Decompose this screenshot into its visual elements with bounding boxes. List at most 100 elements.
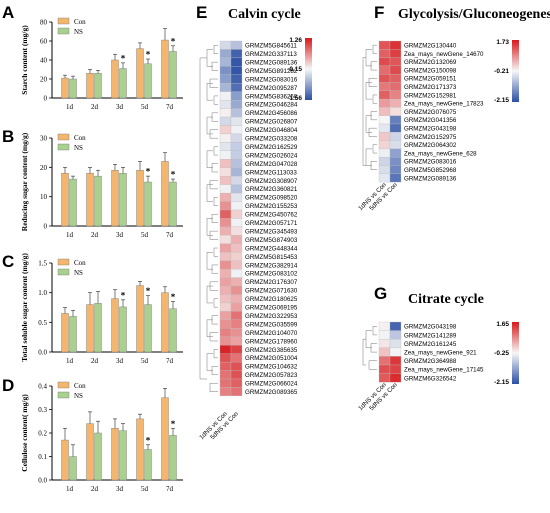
gene-label: GRMZM5G836250 [245, 93, 298, 100]
heatmap-cell [378, 115, 391, 125]
heatmap-cell [230, 209, 243, 219]
heatmap-cell [219, 311, 232, 320]
x-tick-label: 3d [116, 103, 124, 111]
heatmap-cell [389, 123, 402, 133]
x-tick-label: 7d [166, 103, 174, 111]
heatmap-cell [378, 82, 391, 91]
heatmap-cell [230, 192, 243, 202]
x-tick-label: 3d [116, 485, 124, 493]
heatmap-cell [230, 361, 243, 371]
heatmap-cell [230, 40, 243, 50]
color-scale-label: 1.73 [496, 39, 509, 46]
gene-label: GRMZM2G104632 [245, 364, 298, 371]
gene-label: GRMZM2G178960 [245, 338, 298, 345]
gene-label: Zea_mays_newGene_14670 [404, 51, 484, 58]
bar-NS-3d [119, 430, 127, 481]
row-dendrogram [362, 44, 377, 170]
heatmap-cell [219, 361, 232, 371]
heatmap-cell [378, 330, 391, 340]
bar-NS-2d [94, 73, 102, 99]
gene-label: GRMZM2G155253 [245, 203, 298, 210]
gene-label: GRMZM2G132069 [404, 59, 457, 66]
dendrogram-root [199, 57, 207, 380]
heatmap-cell [230, 201, 243, 211]
gene-label: GRMZM2G066024 [245, 381, 298, 388]
heatmap-cell [378, 132, 391, 141]
x-tick-label: 2d [91, 231, 99, 239]
panel-letter-G: G [374, 284, 387, 303]
gene-label: GRMZM2G360821 [245, 186, 298, 193]
bar-NS-3d [119, 306, 127, 353]
heatmap-cell [378, 165, 391, 174]
heatmap-cell [219, 125, 232, 135]
heatmap-cell [389, 321, 402, 331]
row-dendrogram [362, 326, 377, 370]
x-tick-label: 1d [66, 103, 74, 111]
y-tick-label: 1.0 [38, 289, 47, 297]
gene-label: GRMZM2G150098 [404, 67, 457, 74]
bar-NS-7d [169, 308, 177, 353]
dendrogram-branch [213, 197, 218, 207]
panel-letter-A: A [2, 3, 14, 22]
x-tick-label: 5d [141, 103, 149, 111]
gene-label: GRMZM2G450762 [245, 212, 298, 219]
color-scale-bar [305, 38, 312, 100]
bar-NS-1d [69, 78, 77, 99]
significance-mark: * [146, 167, 151, 177]
gene-label: GRMZM2G456086 [245, 110, 298, 117]
gene-label: GRMZM2G095287 [245, 85, 298, 92]
heatmap-cell [230, 235, 243, 244]
dendrogram-branch [213, 95, 218, 105]
heatmap-cell [219, 370, 232, 380]
heatmap-cell [219, 302, 232, 312]
heatmap-cell [219, 159, 232, 168]
heatmap-cell [389, 90, 402, 100]
bar-Con-1d [61, 77, 69, 99]
dendrogram-branch [372, 44, 377, 54]
heatmap-cell [230, 159, 243, 168]
heatmap-cell [378, 373, 391, 383]
gene-label: GRMZM2G033208 [245, 136, 298, 143]
y-tick-label: 0.5 [38, 319, 47, 327]
significance-mark: * [171, 36, 176, 46]
bar-Con-5d [136, 418, 144, 481]
significance-mark: * [146, 50, 151, 60]
bar-NS-1d [69, 178, 77, 227]
bar-Con-1d [61, 439, 69, 481]
heatmap-cell [378, 148, 391, 158]
significance-mark: * [146, 435, 151, 445]
y-tick-label: 60 [40, 38, 48, 46]
heatmap-cell [230, 243, 243, 253]
gene-label: GRMZM2G089365 [245, 389, 298, 396]
heatmap-cell [219, 150, 232, 160]
x-tick-label: 2d [91, 103, 99, 111]
bar-NS-2d [94, 432, 102, 481]
gene-label: Zea_mays_newGene_628 [404, 150, 477, 157]
heatmap-cell [219, 40, 232, 50]
heatmap-cell [219, 142, 232, 151]
heatmap-cell [219, 336, 232, 346]
legend-swatch-ns [57, 143, 70, 151]
heatmap-cell [230, 353, 243, 363]
heatmap-cell [378, 40, 391, 50]
dendrogram-branch [206, 319, 213, 337]
x-tick-label: 3d [116, 231, 124, 239]
heatmap-cell [389, 165, 402, 174]
gene-label: GRMZM2G057171 [245, 220, 298, 227]
color-scale-label: -1.56 [287, 95, 302, 102]
y-axis-label: Total soluble sugar content (mg/g) [20, 253, 29, 362]
x-tick-label: 5d [141, 485, 149, 493]
dendrogram-branch [372, 144, 377, 154]
legend-swatch-con [57, 17, 70, 25]
row-dendrogram [199, 44, 218, 392]
bar-NS-7d [169, 51, 177, 99]
gene-label: GRMZM2G089136 [245, 59, 298, 66]
x-tick-label: 2d [91, 357, 99, 365]
bar-Con-3d [111, 170, 119, 227]
heatmap-cell [219, 378, 232, 388]
panel-letter-F: F [374, 3, 384, 22]
gene-label: GRMZM5G874903 [245, 237, 298, 244]
heatmap-F: F Glycolysis/Gluconeogenesis GRMZM2G130440… [357, 3, 550, 212]
gene-label: GRMZM2G069195 [245, 305, 298, 312]
bar-NS-7d [169, 435, 177, 481]
